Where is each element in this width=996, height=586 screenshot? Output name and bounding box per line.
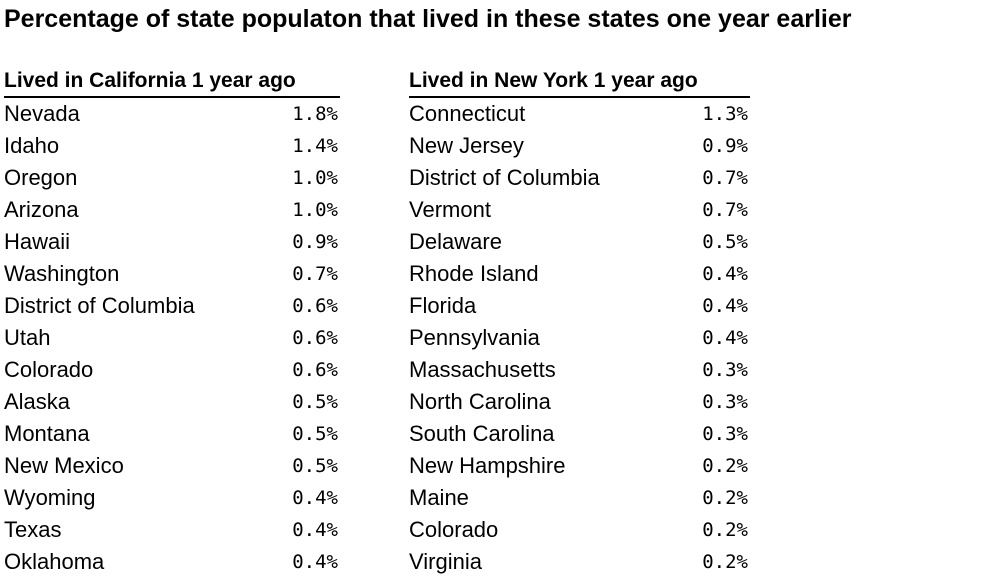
percentage-value: 0.2%	[702, 519, 748, 541]
table-row: Delaware 0.5%	[409, 226, 750, 258]
table-row: North Carolina 0.3%	[409, 386, 750, 418]
state-name: Delaware	[409, 229, 502, 254]
percentage-value: 0.6%	[292, 295, 338, 317]
state-name: North Carolina	[409, 389, 551, 414]
table-row: Maine 0.2%	[409, 482, 750, 514]
state-name: Massachusetts	[409, 357, 556, 382]
percentage-value: 0.7%	[702, 199, 748, 221]
table-row: Alaska 0.5%	[4, 386, 340, 418]
table-row: Massachusetts 0.3%	[409, 354, 750, 386]
table-row: Colorado 0.2%	[409, 514, 750, 546]
percentage-value: 0.5%	[292, 391, 338, 413]
state-name: Maine	[409, 485, 469, 510]
state-name: New Jersey	[409, 133, 524, 158]
table-row: Washington 0.7%	[4, 258, 340, 290]
percentage-value: 0.4%	[702, 295, 748, 317]
new-york-rows: Connecticut 1.3% New Jersey 0.9% District of…	[409, 98, 750, 578]
table-row: South Carolina 0.3%	[409, 418, 750, 450]
table-row: Connecticut 1.3%	[409, 98, 750, 130]
percentage-value: 0.4%	[702, 263, 748, 285]
state-name: Pennsylvania	[409, 325, 540, 350]
state-name: Rhode Island	[409, 261, 539, 286]
table-row: Rhode Island 0.4%	[409, 258, 750, 290]
state-name: Alaska	[4, 389, 71, 414]
state-name: Montana	[4, 421, 90, 446]
table-row: Texas 0.4%	[4, 514, 340, 546]
table-row: Montana 0.5%	[4, 418, 340, 450]
percentage-value: 0.3%	[702, 359, 748, 381]
state-name: Connecticut	[409, 101, 526, 126]
percentage-value: 0.7%	[702, 167, 748, 189]
table-row: New Mexico 0.5%	[4, 450, 340, 482]
percentage-value: 1.3%	[702, 103, 748, 125]
percentage-value: 1.0%	[292, 167, 338, 189]
table-row: New Hampshire 0.2%	[409, 450, 750, 482]
state-name: Washington	[4, 261, 120, 286]
state-name: District of Columbia	[409, 165, 600, 190]
percentage-value: 1.0%	[292, 199, 338, 221]
state-name: Nevada	[4, 101, 80, 126]
percentage-value: 1.8%	[292, 103, 338, 125]
percentage-value: 0.4%	[702, 327, 748, 349]
state-name: New Mexico	[4, 453, 124, 478]
percentage-value: 0.5%	[292, 423, 338, 445]
california-rows: Nevada 1.8% Idaho 1.4% Oregon 1.0% Arizona 1.0%…	[4, 98, 340, 578]
percentage-value: 0.9%	[702, 135, 748, 157]
state-name: District of Columbia	[4, 293, 195, 318]
percentage-value: 0.2%	[702, 551, 748, 573]
percentage-value: 0.4%	[292, 487, 338, 509]
state-name: Arizona	[4, 197, 79, 222]
page-title: Percentage of state populaton that lived…	[4, 5, 852, 33]
percentage-value: 0.9%	[292, 231, 338, 253]
state-name: Vermont	[409, 197, 491, 222]
percentage-value: 1.4%	[292, 135, 338, 157]
state-name: Texas	[4, 517, 62, 542]
state-name: Florida	[409, 293, 477, 318]
state-name: Wyoming	[4, 485, 96, 510]
table-row: Oklahoma 0.4%	[4, 546, 340, 578]
table-row: Virginia 0.2%	[409, 546, 750, 578]
table-row: Idaho 1.4%	[4, 130, 340, 162]
state-name: New Hampshire	[409, 453, 566, 478]
percentage-value: 0.3%	[702, 423, 748, 445]
california-table-header: Lived in California 1 year ago	[4, 66, 340, 98]
state-name: Idaho	[4, 133, 60, 158]
table-row: Oregon 1.0%	[4, 162, 340, 194]
new-york-table-header: Lived in New York 1 year ago	[409, 66, 750, 98]
table-row: Pennsylvania 0.4%	[409, 322, 750, 354]
table-row: Nevada 1.8%	[4, 98, 340, 130]
state-name: Utah	[4, 325, 51, 350]
table-row: Colorado 0.6%	[4, 354, 340, 386]
table-row: District of Columbia 0.7%	[409, 162, 750, 194]
state-name: Colorado	[4, 357, 94, 382]
table-row: Vermont 0.7%	[409, 194, 750, 226]
state-name: Virginia	[409, 549, 482, 574]
state-name: Oregon	[4, 165, 78, 190]
percentage-value: 0.5%	[702, 231, 748, 253]
table-row: Utah 0.6%	[4, 322, 340, 354]
percentage-value: 0.6%	[292, 327, 338, 349]
percentage-value: 0.7%	[292, 263, 338, 285]
percentage-value: 0.5%	[292, 455, 338, 477]
table-row: Hawaii 0.9%	[4, 226, 340, 258]
percentage-value: 0.4%	[292, 551, 338, 573]
state-name: Oklahoma	[4, 549, 105, 574]
table-row: Wyoming 0.4%	[4, 482, 340, 514]
percentage-value: 0.3%	[702, 391, 748, 413]
table-row: Arizona 1.0%	[4, 194, 340, 226]
state-name: South Carolina	[409, 421, 555, 446]
percentage-value: 0.2%	[702, 487, 748, 509]
california-table: Lived in California 1 year ago Nevada 1.8…	[4, 66, 340, 578]
percentage-value: 0.2%	[702, 455, 748, 477]
state-name: Colorado	[409, 517, 499, 542]
percentage-value: 0.6%	[292, 359, 338, 381]
table-row: New Jersey 0.9%	[409, 130, 750, 162]
state-name: Hawaii	[4, 229, 71, 254]
new-york-table: Lived in New York 1 year ago Connecticut…	[409, 66, 750, 578]
percentage-value: 0.4%	[292, 519, 338, 541]
table-row: District of Columbia 0.6%	[4, 290, 340, 322]
table-row: Florida 0.4%	[409, 290, 750, 322]
